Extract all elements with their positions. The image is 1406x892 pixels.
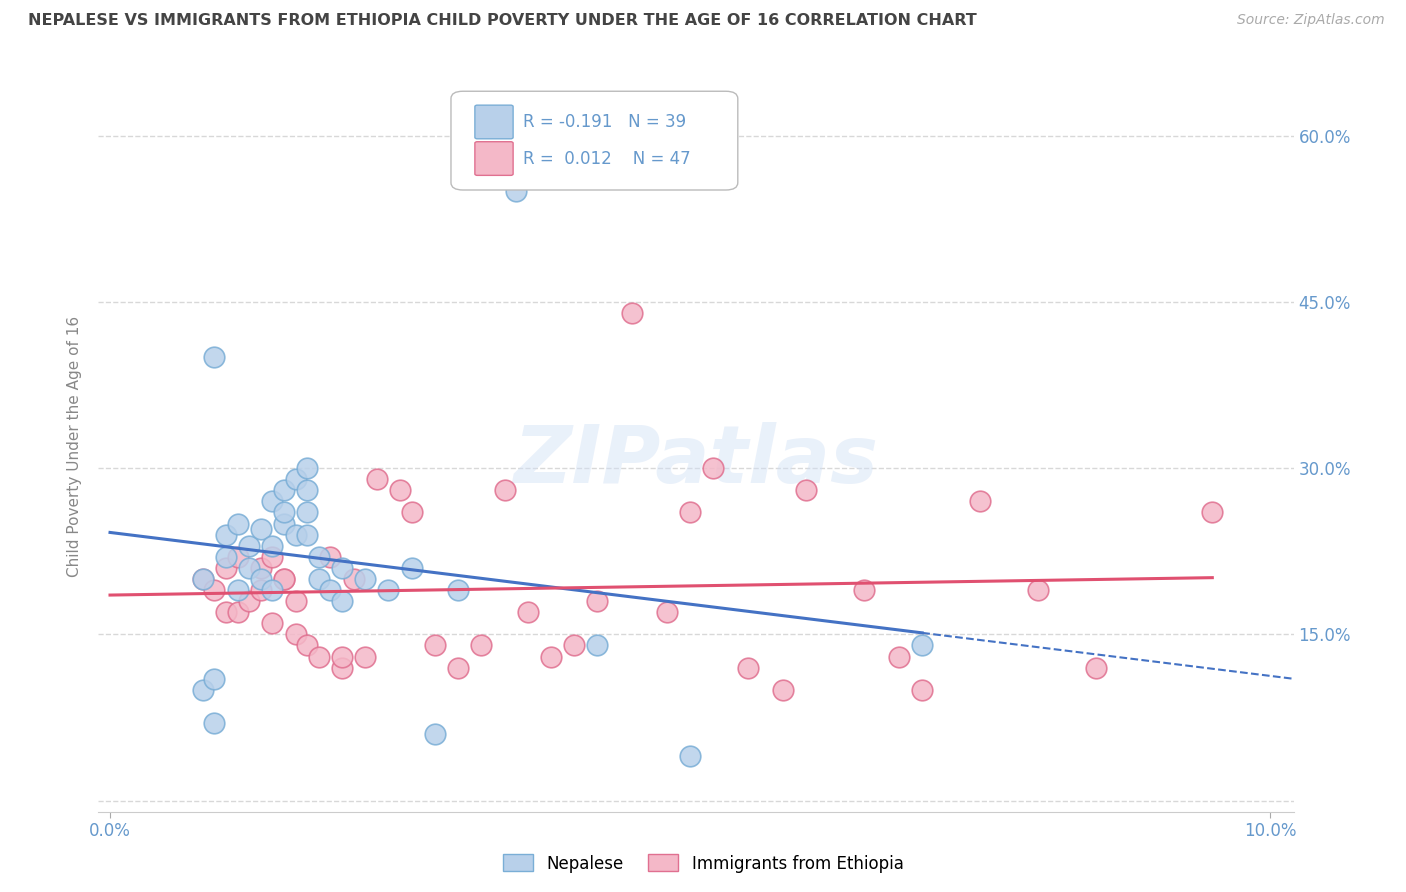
Text: R =  0.012    N = 47: R = 0.012 N = 47: [523, 150, 690, 168]
Point: [215, 561, 238, 575]
Point: [215, 605, 238, 619]
Point: [447, 660, 470, 674]
Point: [215, 527, 238, 541]
Point: [679, 506, 702, 520]
Point: [377, 583, 399, 598]
Point: [297, 506, 319, 520]
Point: [273, 572, 295, 586]
Point: [401, 561, 423, 575]
Point: [621, 306, 644, 320]
Point: [273, 572, 295, 586]
Point: [354, 572, 377, 586]
Point: [250, 572, 273, 586]
FancyBboxPatch shape: [451, 91, 738, 190]
Point: [330, 649, 353, 664]
Point: [366, 472, 388, 486]
Point: [887, 649, 910, 664]
Point: [284, 594, 307, 608]
Point: [389, 483, 412, 498]
Legend: Nepalese, Immigrants from Ethiopia: Nepalese, Immigrants from Ethiopia: [496, 847, 910, 880]
Point: [330, 594, 353, 608]
Point: [586, 639, 609, 653]
Text: R = -0.191   N = 39: R = -0.191 N = 39: [523, 113, 686, 131]
Point: [226, 583, 249, 598]
Point: [423, 727, 446, 741]
Point: [540, 649, 562, 664]
Point: [226, 605, 249, 619]
Point: [262, 539, 284, 553]
Point: [262, 549, 284, 564]
Point: [297, 461, 319, 475]
Point: [250, 522, 273, 536]
Point: [284, 527, 307, 541]
FancyBboxPatch shape: [475, 105, 513, 139]
Point: [516, 605, 538, 619]
Point: [238, 539, 260, 553]
Point: [191, 572, 214, 586]
Point: [319, 549, 342, 564]
Point: [297, 639, 319, 653]
Point: [262, 616, 284, 631]
Point: [330, 561, 353, 575]
Point: [505, 184, 527, 198]
Point: [423, 639, 446, 653]
Point: [238, 561, 260, 575]
Point: [1201, 506, 1223, 520]
Point: [297, 483, 319, 498]
Point: [911, 639, 934, 653]
Point: [969, 494, 991, 508]
Point: [284, 472, 307, 486]
Point: [562, 639, 585, 653]
Point: [1026, 583, 1049, 598]
Point: [308, 649, 330, 664]
Point: [794, 483, 817, 498]
Point: [1085, 660, 1108, 674]
Point: [586, 594, 609, 608]
Point: [401, 506, 423, 520]
Point: [297, 527, 319, 541]
Point: [238, 594, 260, 608]
Point: [470, 639, 492, 653]
Point: [330, 660, 353, 674]
Point: [191, 572, 214, 586]
Point: [343, 572, 366, 586]
Point: [737, 660, 759, 674]
Point: [204, 716, 226, 731]
Point: [273, 483, 295, 498]
Point: [262, 494, 284, 508]
Point: [250, 561, 273, 575]
Point: [911, 682, 934, 697]
Point: [702, 461, 724, 475]
Point: [308, 572, 330, 586]
Text: Source: ZipAtlas.com: Source: ZipAtlas.com: [1237, 13, 1385, 28]
Point: [226, 516, 249, 531]
Point: [679, 749, 702, 764]
Point: [273, 516, 295, 531]
Point: [494, 483, 516, 498]
FancyBboxPatch shape: [475, 142, 513, 176]
Point: [226, 549, 249, 564]
Point: [273, 506, 295, 520]
Point: [284, 627, 307, 641]
Point: [204, 583, 226, 598]
Point: [655, 605, 678, 619]
Point: [308, 549, 330, 564]
Point: [191, 682, 214, 697]
Point: [853, 583, 876, 598]
Point: [250, 583, 273, 598]
Point: [772, 682, 794, 697]
Point: [319, 583, 342, 598]
Text: NEPALESE VS IMMIGRANTS FROM ETHIOPIA CHILD POVERTY UNDER THE AGE OF 16 CORRELATI: NEPALESE VS IMMIGRANTS FROM ETHIOPIA CHI…: [28, 13, 977, 29]
Y-axis label: Child Poverty Under the Age of 16: Child Poverty Under the Age of 16: [67, 316, 83, 576]
Point: [215, 549, 238, 564]
Point: [354, 649, 377, 664]
Point: [262, 583, 284, 598]
Point: [204, 672, 226, 686]
Point: [447, 583, 470, 598]
Text: ZIPatlas: ZIPatlas: [513, 422, 879, 500]
Point: [204, 351, 226, 365]
